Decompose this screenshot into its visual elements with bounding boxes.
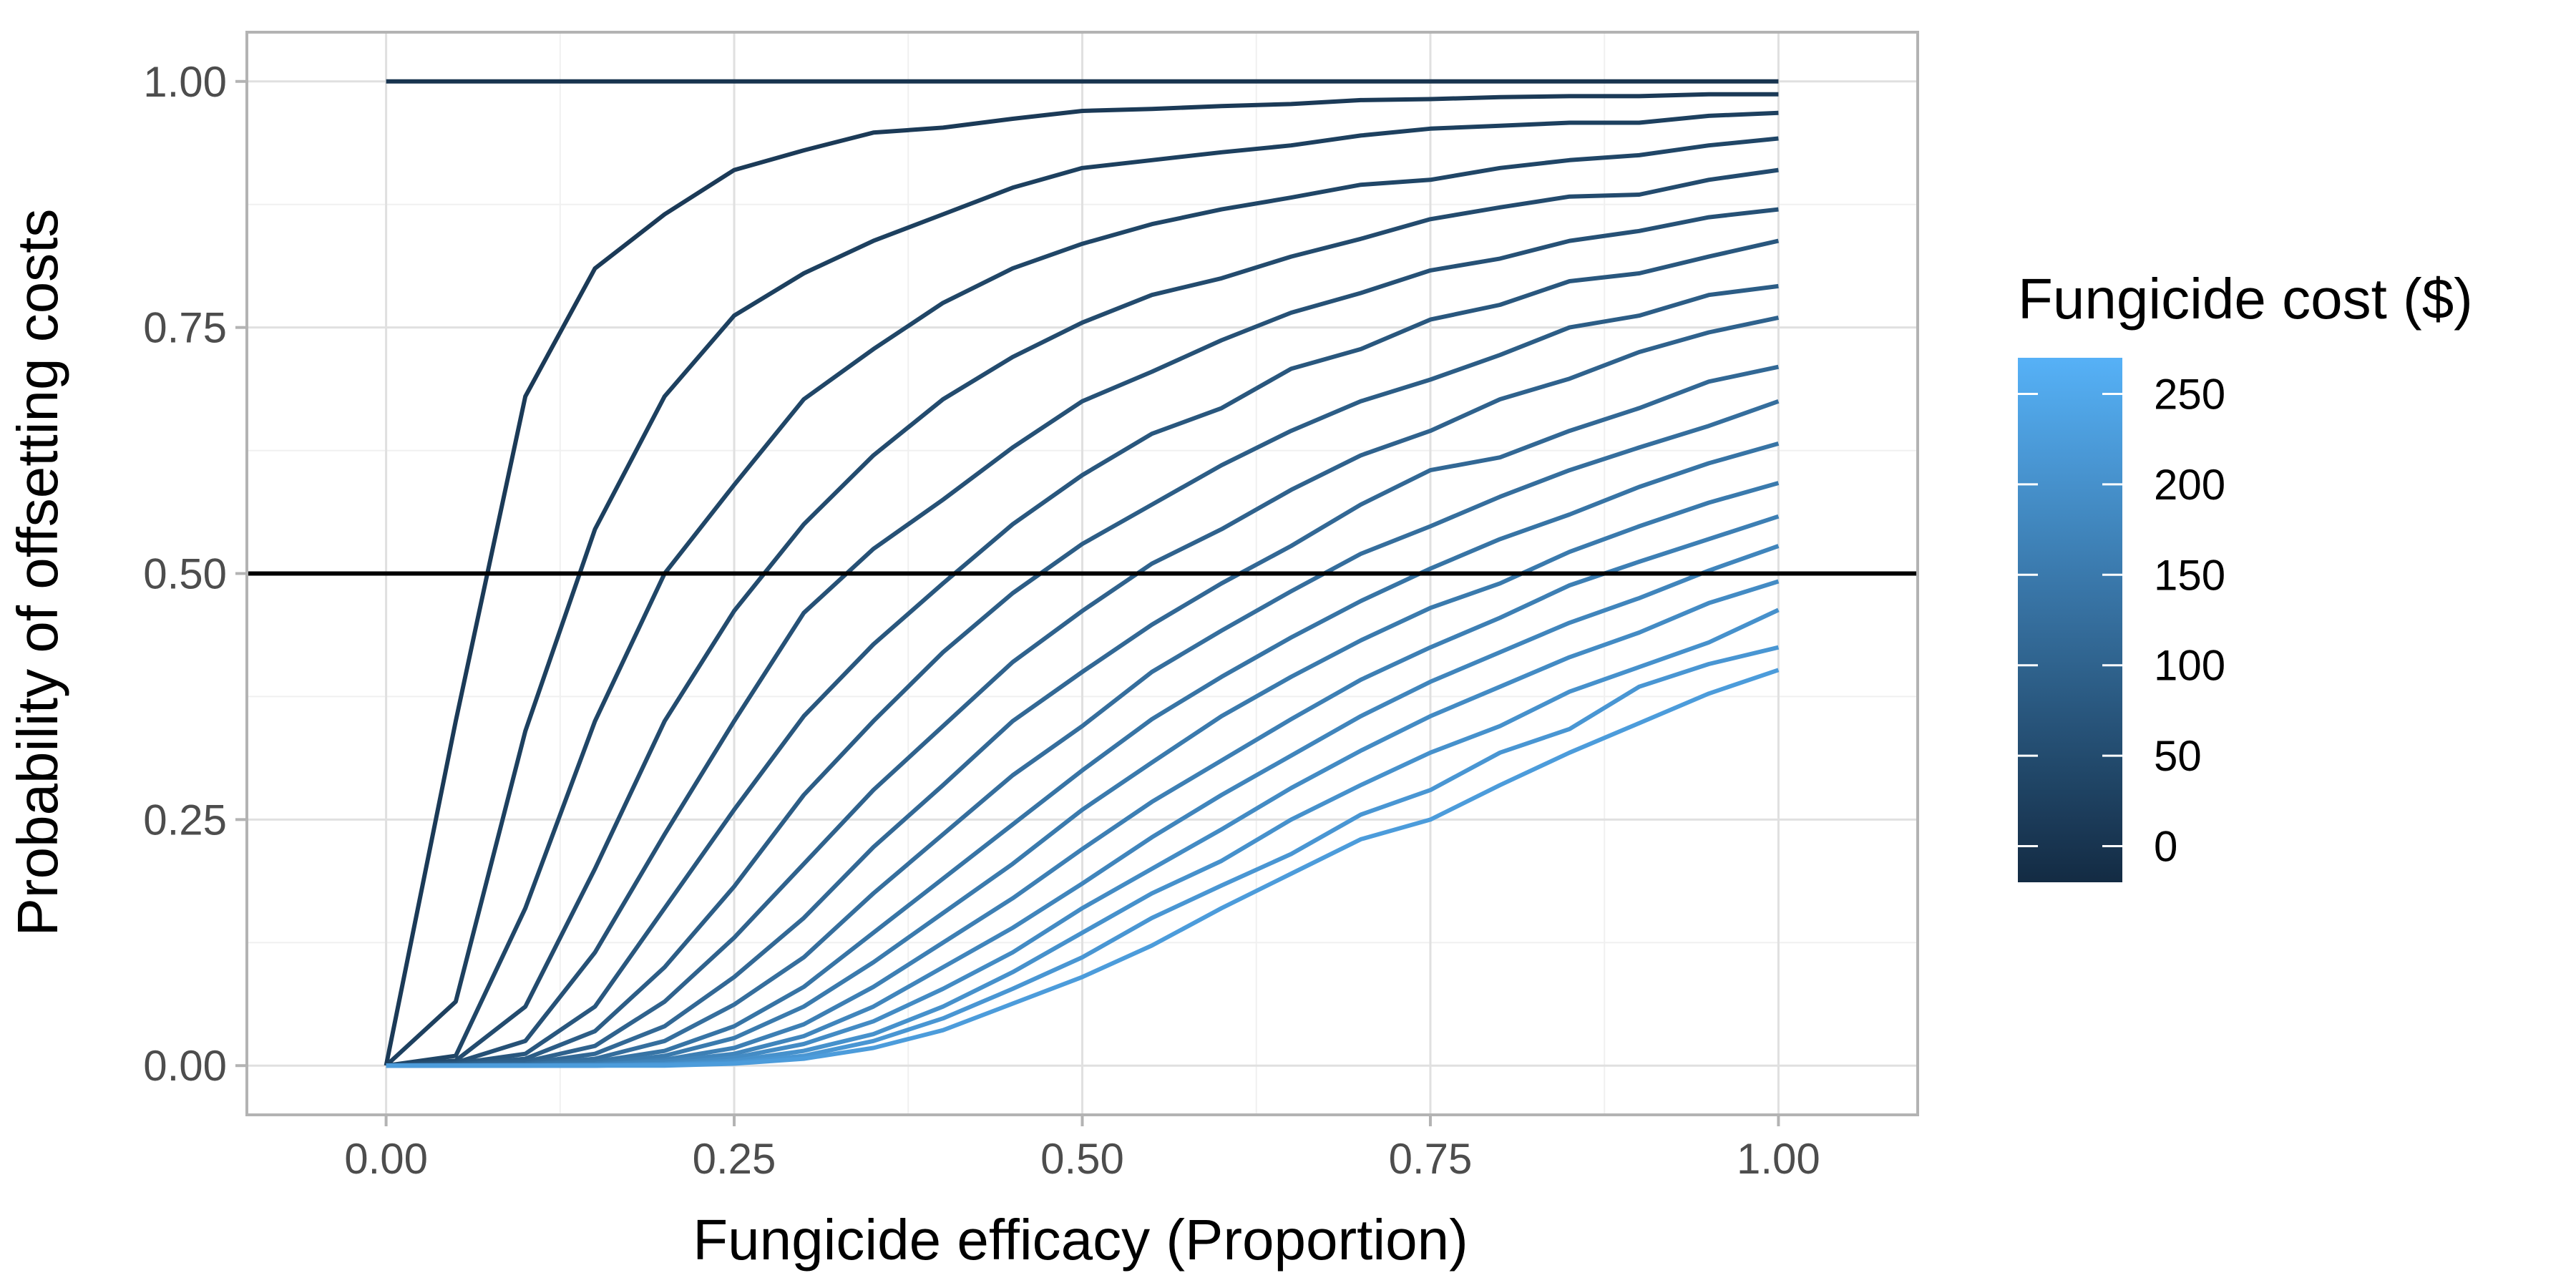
x-tick-label: 0.75 xyxy=(1389,1135,1473,1183)
colorbar xyxy=(2018,358,2122,882)
legend-tick-label: 100 xyxy=(2154,642,2225,690)
y-tick-label: 0.25 xyxy=(143,796,227,844)
x-axis-title: Fungicide efficacy (Proportion) xyxy=(693,1208,1468,1272)
series-line xyxy=(386,207,1779,1068)
series-line xyxy=(386,364,1780,1068)
series-line xyxy=(386,441,1780,1068)
x-axis-ticks: 0.00 0.25 0.50 0.75 1.00 xyxy=(344,1115,1820,1183)
legend-tick-label: 50 xyxy=(2154,732,2202,780)
series-line xyxy=(386,399,1780,1068)
y-axis-title: Probability of offsetting costs xyxy=(6,209,69,937)
series-line xyxy=(384,110,1779,1068)
series-line xyxy=(386,167,1779,1068)
series-line xyxy=(386,136,1779,1068)
x-tick-label: 0.25 xyxy=(693,1135,776,1183)
y-tick-label: 1.00 xyxy=(143,58,227,106)
series-line xyxy=(386,668,1780,1068)
y-tick-label: 0.75 xyxy=(143,304,227,352)
y-tick-label: 0.50 xyxy=(143,550,227,598)
legend-ticks: 0 50 100 150 200 250 xyxy=(2018,371,2225,870)
x-tick-label: 1.00 xyxy=(1737,1135,1820,1183)
legend-tick-label: 150 xyxy=(2154,551,2225,599)
x-tick-label: 0.00 xyxy=(344,1135,428,1183)
legend-title: Fungicide cost ($) xyxy=(2018,267,2473,331)
series-line xyxy=(386,315,1780,1068)
series-line xyxy=(386,238,1780,1068)
y-tick-label: 0.00 xyxy=(143,1042,227,1090)
legend-tick-label: 0 xyxy=(2154,822,2177,870)
y-axis-ticks: 0.00 0.25 0.50 0.75 1.00 xyxy=(143,58,247,1090)
series-line xyxy=(384,92,1779,1066)
legend-tick-label: 250 xyxy=(2154,371,2225,419)
legend-tick-label: 200 xyxy=(2154,461,2225,509)
series-lines xyxy=(384,79,1780,1068)
series-line xyxy=(386,283,1779,1068)
x-tick-label: 0.50 xyxy=(1040,1135,1124,1183)
colorbar-legend: Fungicide cost ($) 0 50 100 150 200 250 xyxy=(2018,267,2473,882)
